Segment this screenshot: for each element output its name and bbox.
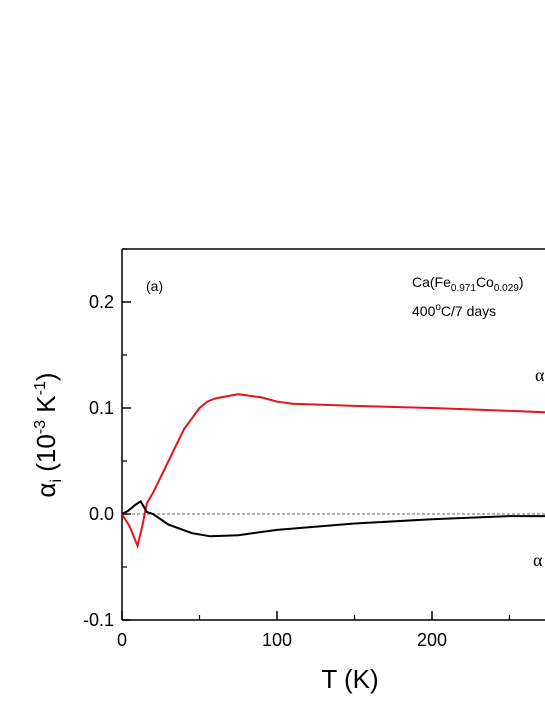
x-axis-label: T (K) (321, 664, 378, 694)
y-label-sub: i (48, 479, 65, 483)
y-label-part: ) (31, 372, 61, 381)
y-axis-label: αi (10-3 K-1) (31, 372, 65, 497)
series-label: α (535, 365, 545, 385)
comp-part: ) (519, 274, 524, 290)
y-label-part: (10 (31, 434, 61, 479)
series-line (121, 499, 545, 538)
treat-part: 400 (412, 303, 436, 319)
y-label-sup: -3 (32, 420, 49, 434)
panel-label: (a) (146, 278, 163, 294)
y-label-sup: -1 (32, 381, 49, 395)
y-label-part: α (31, 483, 61, 498)
y-label-part: K (31, 395, 61, 420)
x-tick-label: 200 (417, 630, 447, 650)
comp-part: Co (476, 274, 494, 290)
treat-sup: o (435, 302, 441, 313)
treatment: 400oC/7 days (412, 302, 496, 319)
y-tick-label: 0.1 (89, 398, 114, 418)
comp-sub: 0.971 (451, 283, 476, 294)
y-tick-label: -0.1 (83, 610, 114, 630)
comp-part: Ca(Fe (412, 274, 451, 290)
comp-sub: 0.029 (494, 283, 519, 294)
series-label: α (533, 550, 543, 570)
series-line (121, 393, 545, 550)
x-tick-label: 0 (117, 630, 127, 650)
treat-part: C/7 days (441, 303, 496, 319)
x-tick-label: 100 (262, 630, 292, 650)
y-tick-label: 0.0 (89, 504, 114, 524)
composition: Ca(Fe0.971Co0.029) (412, 274, 524, 294)
y-tick-label: 0.2 (89, 292, 114, 312)
